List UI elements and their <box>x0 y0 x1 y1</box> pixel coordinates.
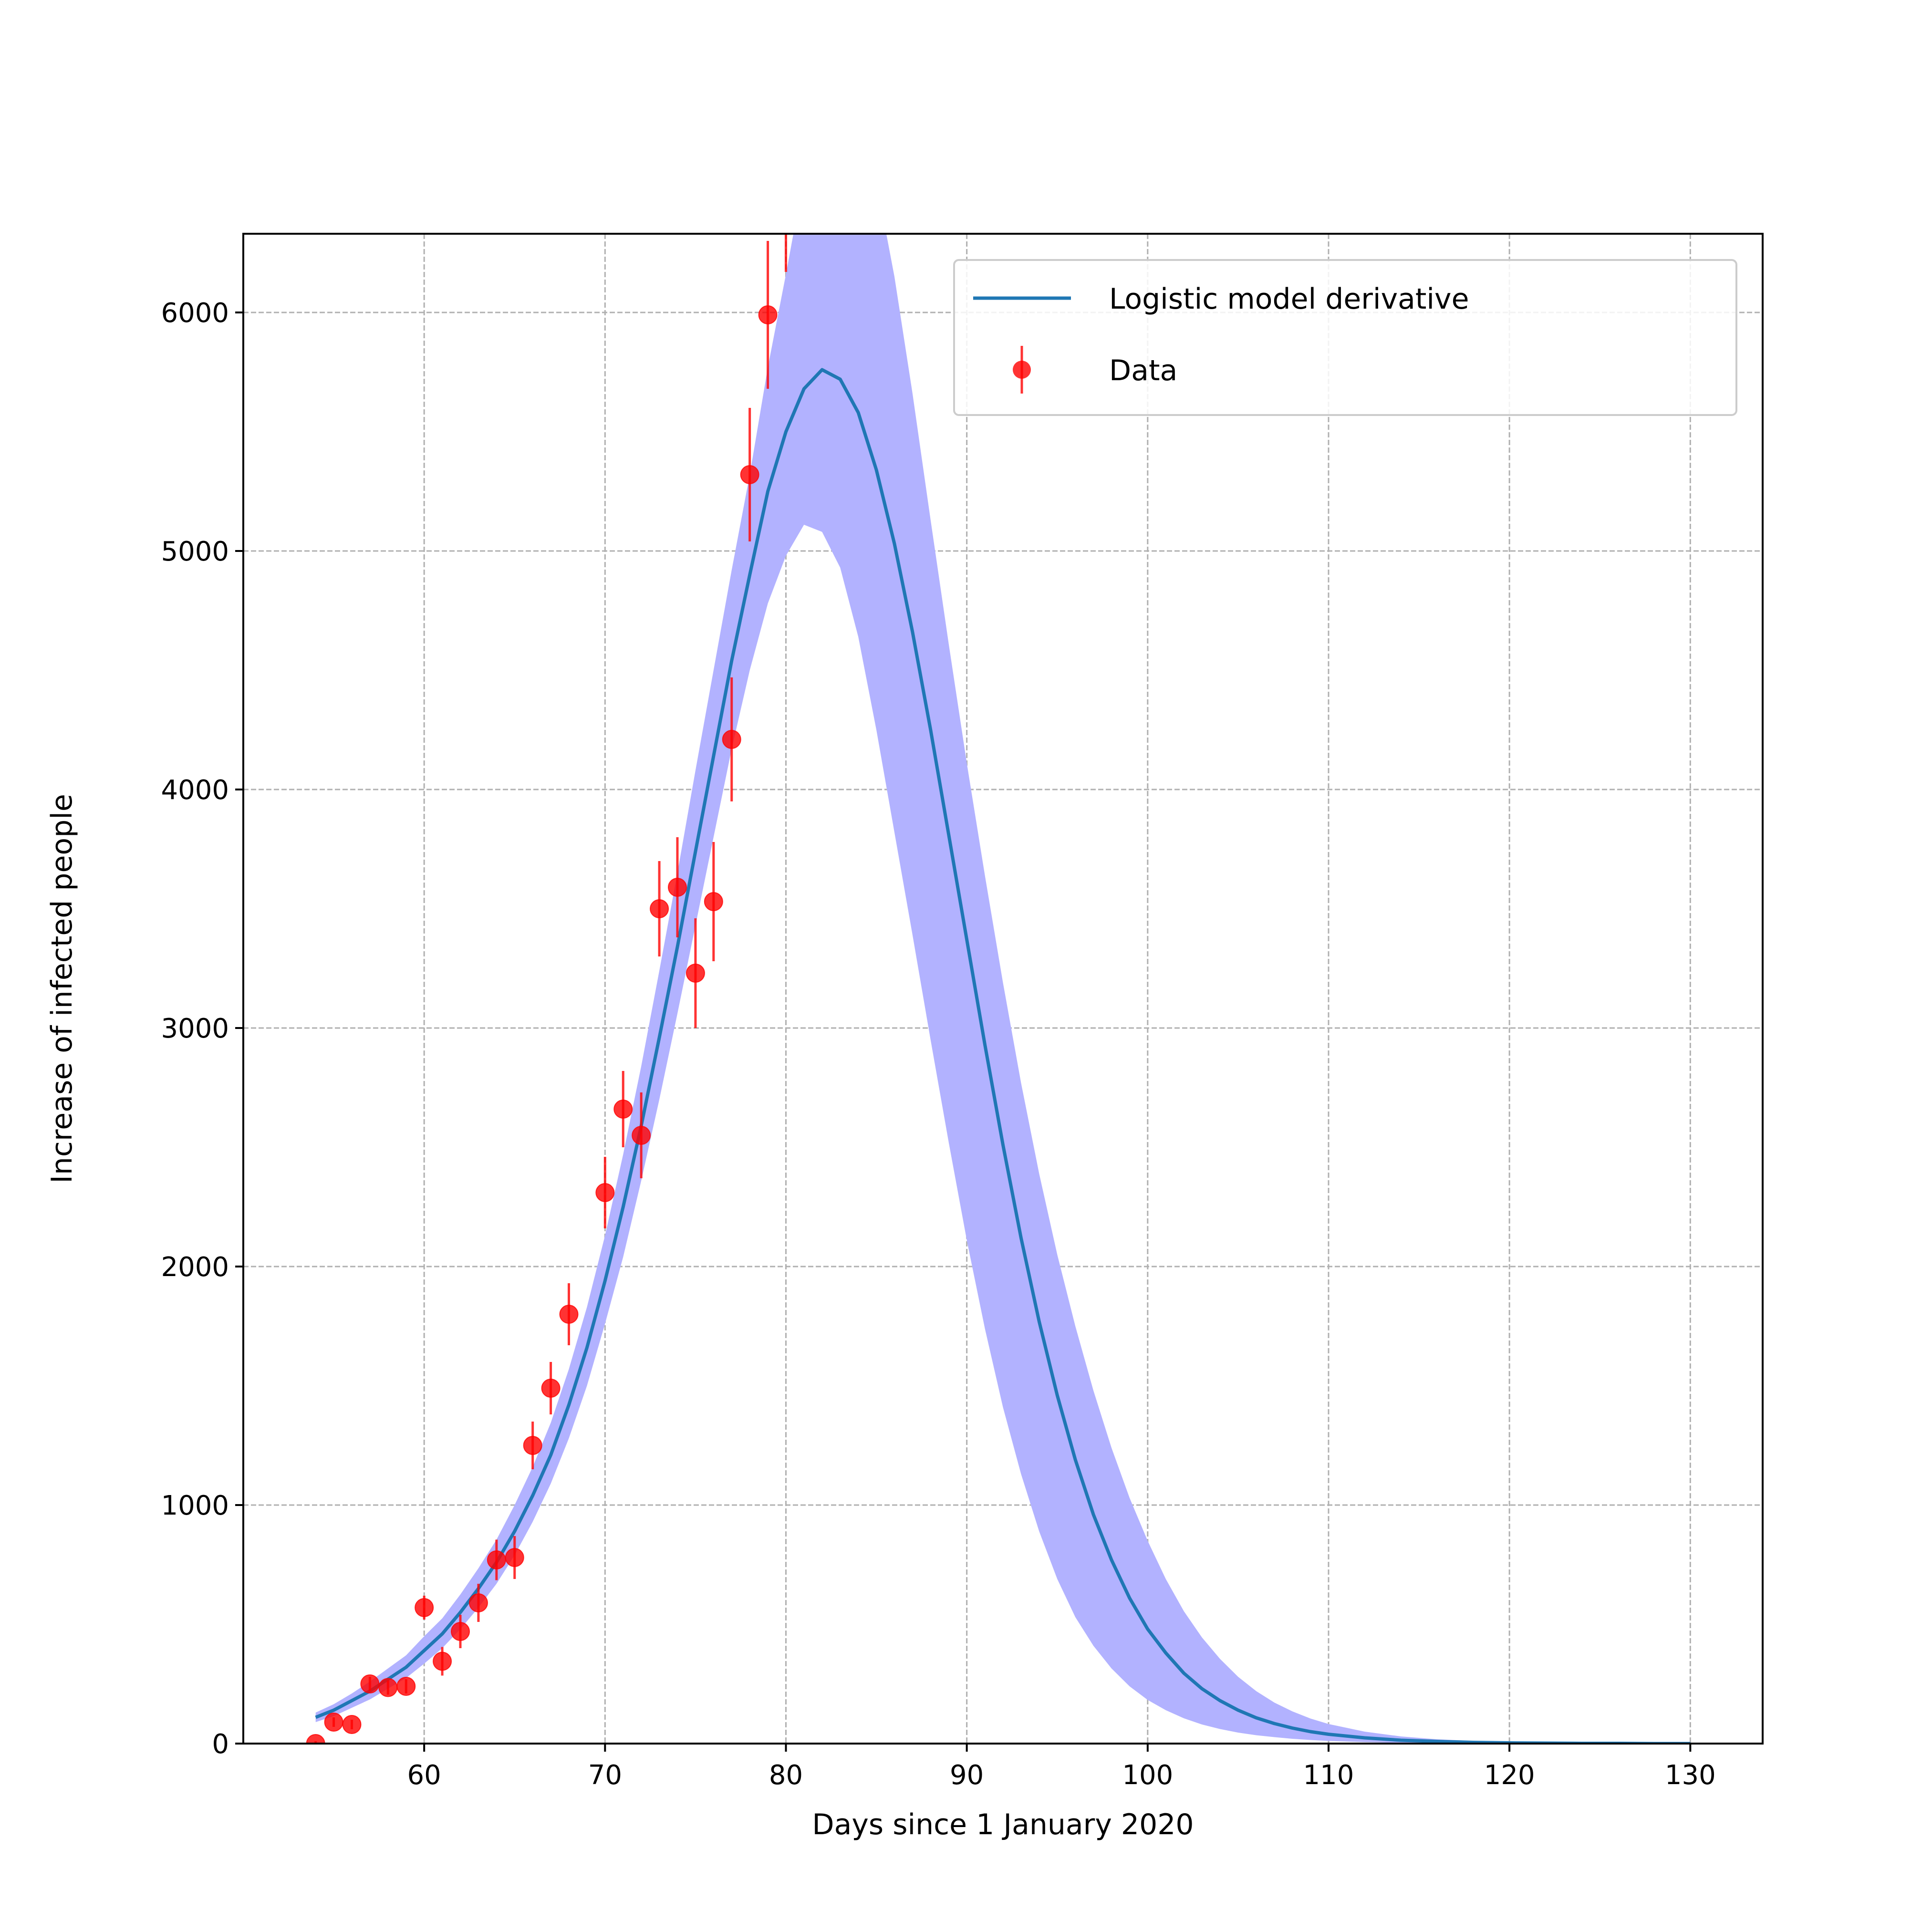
y-tick-label: 5000 <box>161 536 229 567</box>
x-tick-label: 100 <box>1122 1760 1173 1791</box>
x-tick-label: 60 <box>407 1760 441 1791</box>
legend-label-model: Logistic model derivative <box>1109 282 1469 316</box>
legend-label-data: Data <box>1109 354 1177 387</box>
x-tick-label: 130 <box>1665 1760 1716 1791</box>
data-point <box>686 964 705 983</box>
x-tick-label: 90 <box>950 1760 984 1791</box>
x-tick-label: 70 <box>588 1760 622 1791</box>
y-tick-label: 6000 <box>161 298 229 329</box>
plot-frame <box>242 233 1764 1745</box>
data-point <box>650 899 669 918</box>
y-axis-title: Increase of infected people <box>45 794 79 1184</box>
data-point <box>722 730 741 749</box>
data-point <box>415 1598 434 1617</box>
data-point <box>777 187 795 205</box>
model-line-layer <box>315 368 1691 1744</box>
data-point <box>342 1715 362 1734</box>
data-point <box>324 1713 343 1732</box>
data-point <box>740 465 759 484</box>
x-tick-label: 110 <box>1303 1760 1354 1791</box>
legend: Logistic model derivative Data <box>953 259 1737 416</box>
legend-box <box>953 259 1737 416</box>
data-point <box>306 1734 325 1744</box>
data-point <box>523 1436 542 1455</box>
data-point <box>433 1652 452 1671</box>
data-point <box>451 1622 470 1641</box>
model-line <box>315 368 1691 1744</box>
x-axis-title: Days since 1 January 2020 <box>812 1808 1194 1841</box>
data-point <box>559 1305 579 1324</box>
data-point <box>595 1183 615 1202</box>
y-tick-label: 4000 <box>161 775 229 806</box>
y-tick-label: 0 <box>212 1729 229 1760</box>
y-tick-label: 3000 <box>161 1013 229 1044</box>
data-point <box>505 1548 524 1567</box>
y-tick-label: 1000 <box>161 1490 229 1521</box>
data-points-layer <box>306 187 795 1744</box>
data-point <box>378 1678 398 1697</box>
data-point <box>613 1100 633 1119</box>
data-point <box>360 1674 380 1693</box>
data-point <box>468 1593 488 1612</box>
confidence-band <box>315 234 1691 1744</box>
data-point <box>541 1379 561 1398</box>
data-point <box>758 305 778 324</box>
data-point <box>668 878 687 897</box>
x-tick-label: 80 <box>769 1760 803 1791</box>
y-tick-label: 2000 <box>161 1252 229 1283</box>
data-point <box>632 1126 651 1145</box>
data-point <box>396 1677 416 1696</box>
ticks-layer: 60 70 80 90 100 110 120 130 0 1000 2000 3000 4000 500… <box>161 298 1715 1791</box>
legend-marker-swatch <box>1013 361 1031 379</box>
confidence-band-layer <box>315 234 1691 1744</box>
x-tick-label: 120 <box>1484 1760 1535 1791</box>
data-point <box>487 1550 506 1569</box>
data-point <box>704 892 723 911</box>
